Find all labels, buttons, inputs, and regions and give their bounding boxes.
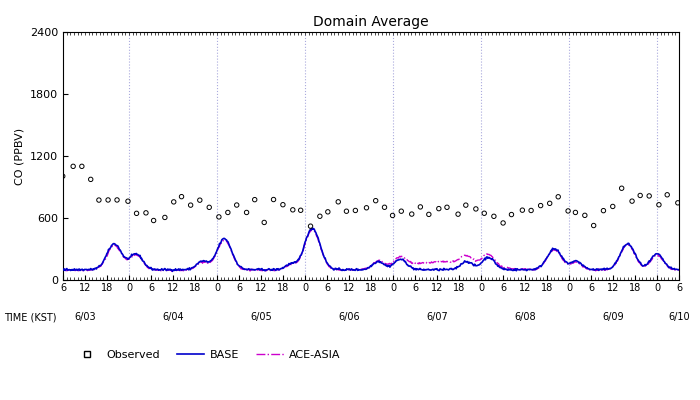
Point (214, 214, 225, 220)
Point (350, 207, 361, 214)
Point (168, 199, 179, 205)
Point (672, 200, 683, 206)
Point (607, 203, 618, 210)
Point (241, 209, 252, 216)
Text: 6/04: 6/04 (162, 312, 184, 322)
Point (626, 198, 638, 204)
Point (231, 202, 242, 208)
Point (616, 185, 627, 192)
Point (563, 208, 574, 214)
Point (653, 202, 664, 208)
Point (479, 210, 490, 216)
Point (662, 192, 673, 198)
Point (85, 176, 97, 182)
Point (415, 204, 426, 210)
Point (506, 211, 517, 218)
Point (452, 211, 463, 217)
Y-axis label: CO (PPBV): CO (PPBV) (14, 128, 24, 184)
Text: 6/10: 6/10 (668, 312, 690, 322)
Text: 6/05: 6/05 (250, 312, 272, 322)
Text: 6/06: 6/06 (338, 312, 360, 322)
Point (185, 202, 196, 208)
Point (160, 214, 171, 221)
Point (57, 173, 69, 179)
Point (424, 211, 435, 218)
Text: TIME (KST): TIME (KST) (4, 312, 57, 322)
Legend: Observed, BASE, ACE-ASIA: Observed, BASE, ACE-ASIA (69, 345, 345, 364)
Point (314, 213, 326, 220)
Point (406, 211, 417, 217)
Point (498, 220, 509, 226)
Point (643, 193, 655, 199)
Point (295, 207, 307, 214)
Title: Domain Average: Domain Average (313, 16, 429, 30)
Point (305, 223, 316, 229)
Point (535, 202, 546, 209)
Point (544, 200, 555, 206)
Point (552, 194, 564, 200)
Point (526, 207, 537, 214)
Point (579, 212, 590, 218)
Point (470, 206, 482, 212)
Point (387, 212, 398, 219)
Point (442, 204, 453, 210)
Point (517, 207, 528, 213)
Point (395, 208, 407, 214)
Point (148, 217, 159, 224)
Point (122, 198, 134, 204)
Point (277, 202, 288, 208)
Point (111, 197, 122, 203)
Text: 6/09: 6/09 (602, 312, 624, 322)
Point (370, 198, 382, 204)
Point (588, 222, 599, 229)
Point (102, 197, 113, 203)
Point (93, 197, 104, 203)
Point (223, 209, 234, 216)
Point (489, 213, 500, 220)
Point (570, 209, 581, 216)
Point (598, 208, 609, 214)
Point (379, 204, 390, 210)
Point (433, 206, 444, 212)
Text: 6/03: 6/03 (74, 312, 96, 322)
Point (268, 196, 279, 203)
Point (249, 196, 260, 203)
Point (341, 208, 352, 214)
Point (204, 204, 215, 210)
Point (141, 210, 152, 216)
Point (287, 207, 298, 213)
Text: 6/07: 6/07 (426, 312, 448, 322)
Point (258, 219, 270, 226)
Point (460, 202, 471, 208)
Point (332, 199, 344, 205)
Point (194, 197, 205, 203)
Point (635, 192, 646, 199)
Point (361, 204, 372, 211)
Point (176, 194, 187, 200)
Point (322, 209, 333, 215)
Point (131, 210, 142, 216)
Text: 6/08: 6/08 (514, 312, 536, 322)
Point (68, 163, 79, 170)
Point (76, 163, 88, 170)
